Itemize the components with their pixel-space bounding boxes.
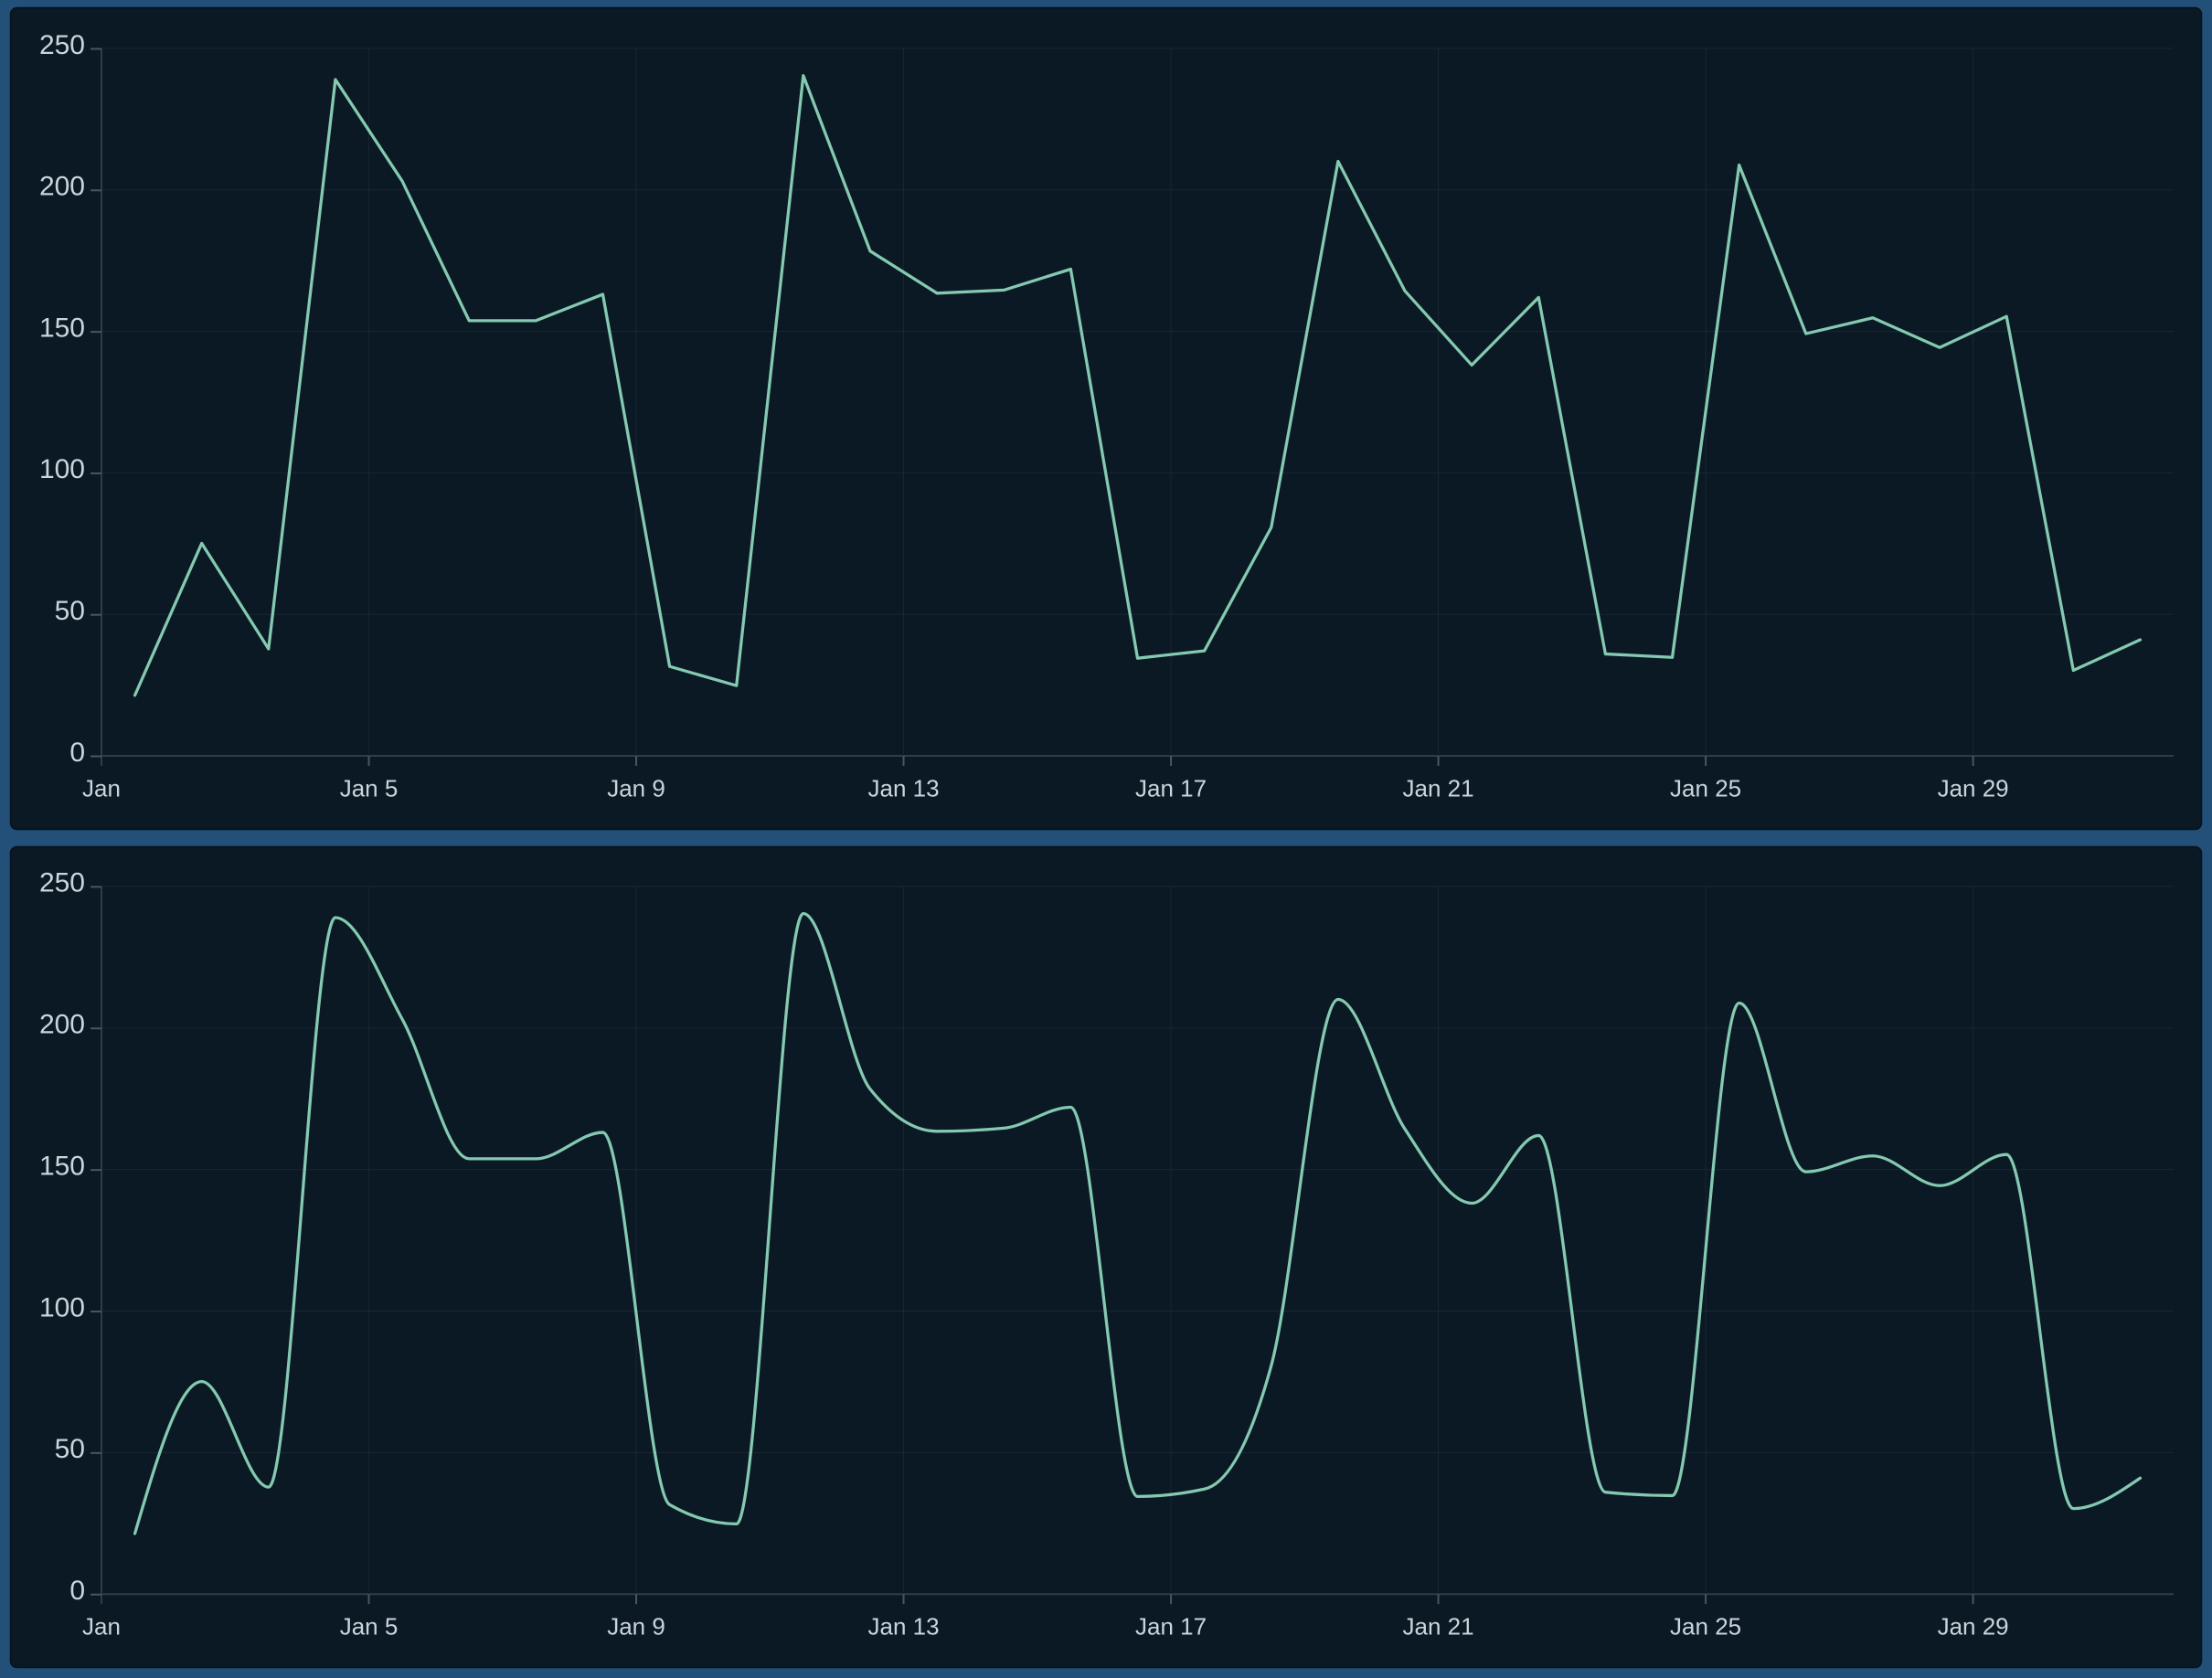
- svg-text:250: 250: [39, 868, 85, 898]
- svg-text:Jan 25: Jan 25: [1670, 774, 1741, 802]
- svg-text:Jan: Jan: [82, 774, 121, 802]
- svg-text:Jan 5: Jan 5: [340, 1613, 399, 1641]
- svg-text:Jan 25: Jan 25: [1670, 1613, 1741, 1641]
- svg-text:0: 0: [69, 1576, 85, 1606]
- svg-text:Jan 17: Jan 17: [1135, 1613, 1207, 1641]
- svg-text:Jan 21: Jan 21: [1403, 1613, 1474, 1641]
- svg-text:Jan 5: Jan 5: [340, 774, 399, 802]
- svg-text:Jan 9: Jan 9: [607, 1613, 665, 1641]
- svg-text:50: 50: [55, 596, 85, 626]
- svg-text:200: 200: [39, 172, 85, 202]
- svg-text:Jan 17: Jan 17: [1135, 774, 1207, 802]
- svg-text:Jan 29: Jan 29: [1938, 1613, 2009, 1641]
- svg-text:200: 200: [39, 1010, 85, 1040]
- svg-text:150: 150: [39, 1151, 85, 1181]
- svg-text:Jan 13: Jan 13: [868, 1613, 940, 1641]
- svg-text:0: 0: [69, 738, 85, 768]
- svg-text:Jan 13: Jan 13: [868, 774, 940, 802]
- svg-text:Jan 9: Jan 9: [607, 774, 665, 802]
- svg-text:100: 100: [39, 454, 85, 484]
- svg-text:100: 100: [39, 1292, 85, 1322]
- svg-text:50: 50: [55, 1434, 85, 1464]
- svg-text:250: 250: [39, 30, 85, 60]
- svg-text:Jan 29: Jan 29: [1938, 774, 2009, 802]
- svg-text:150: 150: [39, 313, 85, 343]
- svg-text:Jan: Jan: [82, 1613, 121, 1641]
- svg-text:Jan 21: Jan 21: [1403, 774, 1474, 802]
